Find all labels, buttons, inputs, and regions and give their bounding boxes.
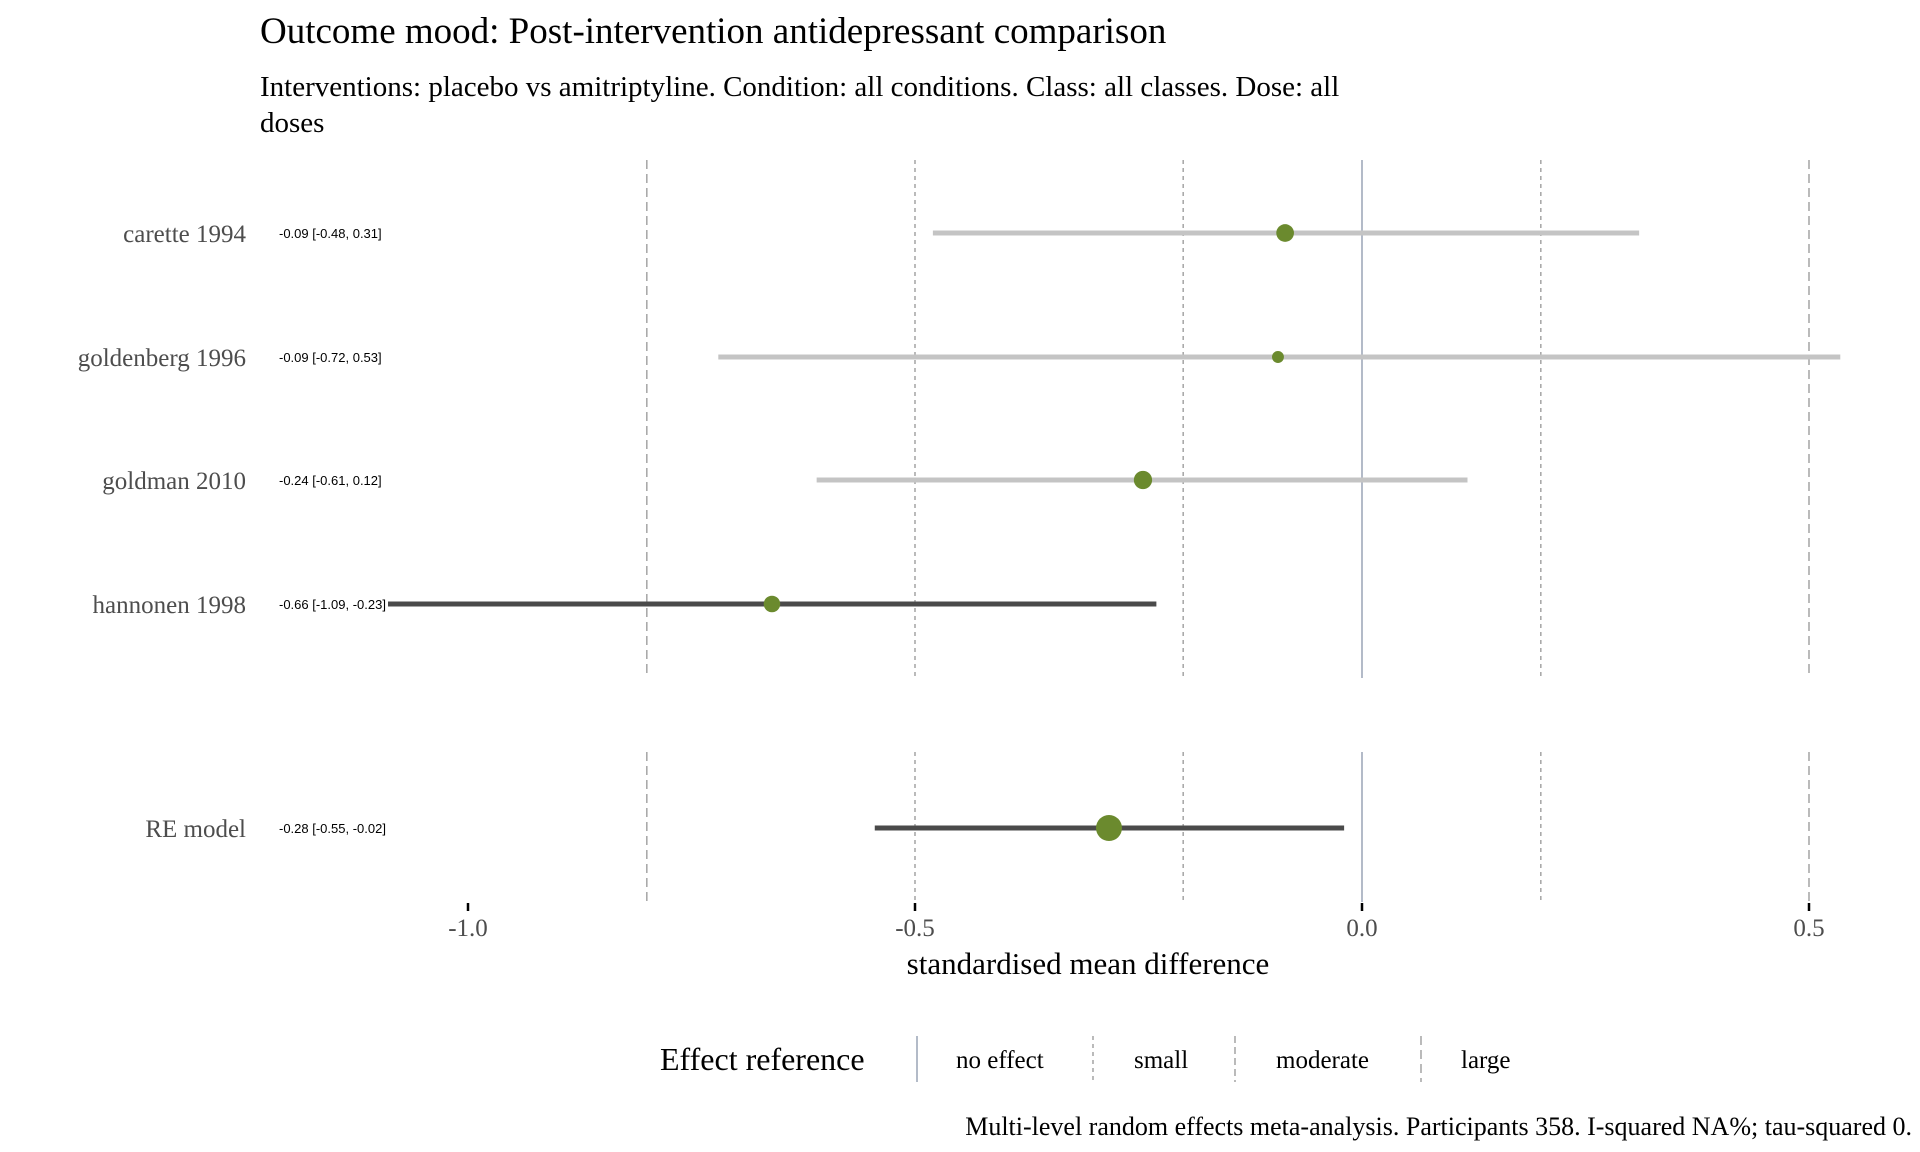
study-name-0: carette 1994 [123, 221, 246, 248]
x-axis-label: standardised mean difference [907, 946, 1270, 981]
x-tick-label-3: 0.5 [1793, 915, 1824, 942]
x-tick-label-2: 0.0 [1346, 915, 1377, 942]
pooled-panel: RE model -0.28 [-0.55, -0.02] [145, 752, 1810, 902]
study-name-1: goldenberg 1996 [78, 345, 246, 372]
point-estimate-3 [763, 595, 781, 613]
point-estimate-0 [1276, 224, 1294, 242]
effect-label-1: -0.09 [-0.72, 0.53] [279, 350, 382, 365]
effect-label-3: -0.66 [-1.09, -0.23] [279, 597, 386, 612]
chart-subtitle-line-1: Interventions: placebo vs amitriptyline.… [260, 71, 1339, 103]
legend-item-1: small [1134, 1047, 1188, 1074]
x-tick-label-0: -1.0 [448, 915, 488, 942]
legend: Effect reference no effect small moderate l… [660, 1036, 1511, 1082]
chart-subtitle-line-2: doses [260, 107, 324, 139]
legend-item-0: no effect [956, 1047, 1044, 1074]
point-estimate-pooled [1095, 815, 1122, 841]
chart-caption: Multi-level random effects meta-analysis… [965, 1112, 1912, 1141]
study-name-pooled: RE model [145, 816, 246, 843]
legend-item-3: large [1461, 1047, 1511, 1074]
study-panel: carette 1994 -0.09 [-0.48, 0.31] goldenber… [78, 160, 1841, 678]
x-tick-label-1: -0.5 [895, 915, 935, 942]
effect-label-pooled: -0.28 [-0.55, -0.02] [279, 821, 386, 836]
legend-item-2: moderate [1276, 1047, 1369, 1074]
x-axis: -1.0 -0.5 0.0 0.5 [448, 903, 1825, 942]
study-name-3: hannonen 1998 [93, 592, 246, 619]
point-estimate-2 [1133, 470, 1153, 490]
study-name-2: goldman 2010 [102, 468, 246, 495]
effect-label-2: -0.24 [-0.61, 0.12] [279, 473, 382, 488]
legend-title: Effect reference [660, 1041, 865, 1077]
effect-label-0: -0.09 [-0.48, 0.31] [279, 226, 382, 241]
point-estimate-1 [1272, 351, 1284, 363]
chart-title: Outcome mood: Post-intervention antidepr… [260, 11, 1166, 52]
